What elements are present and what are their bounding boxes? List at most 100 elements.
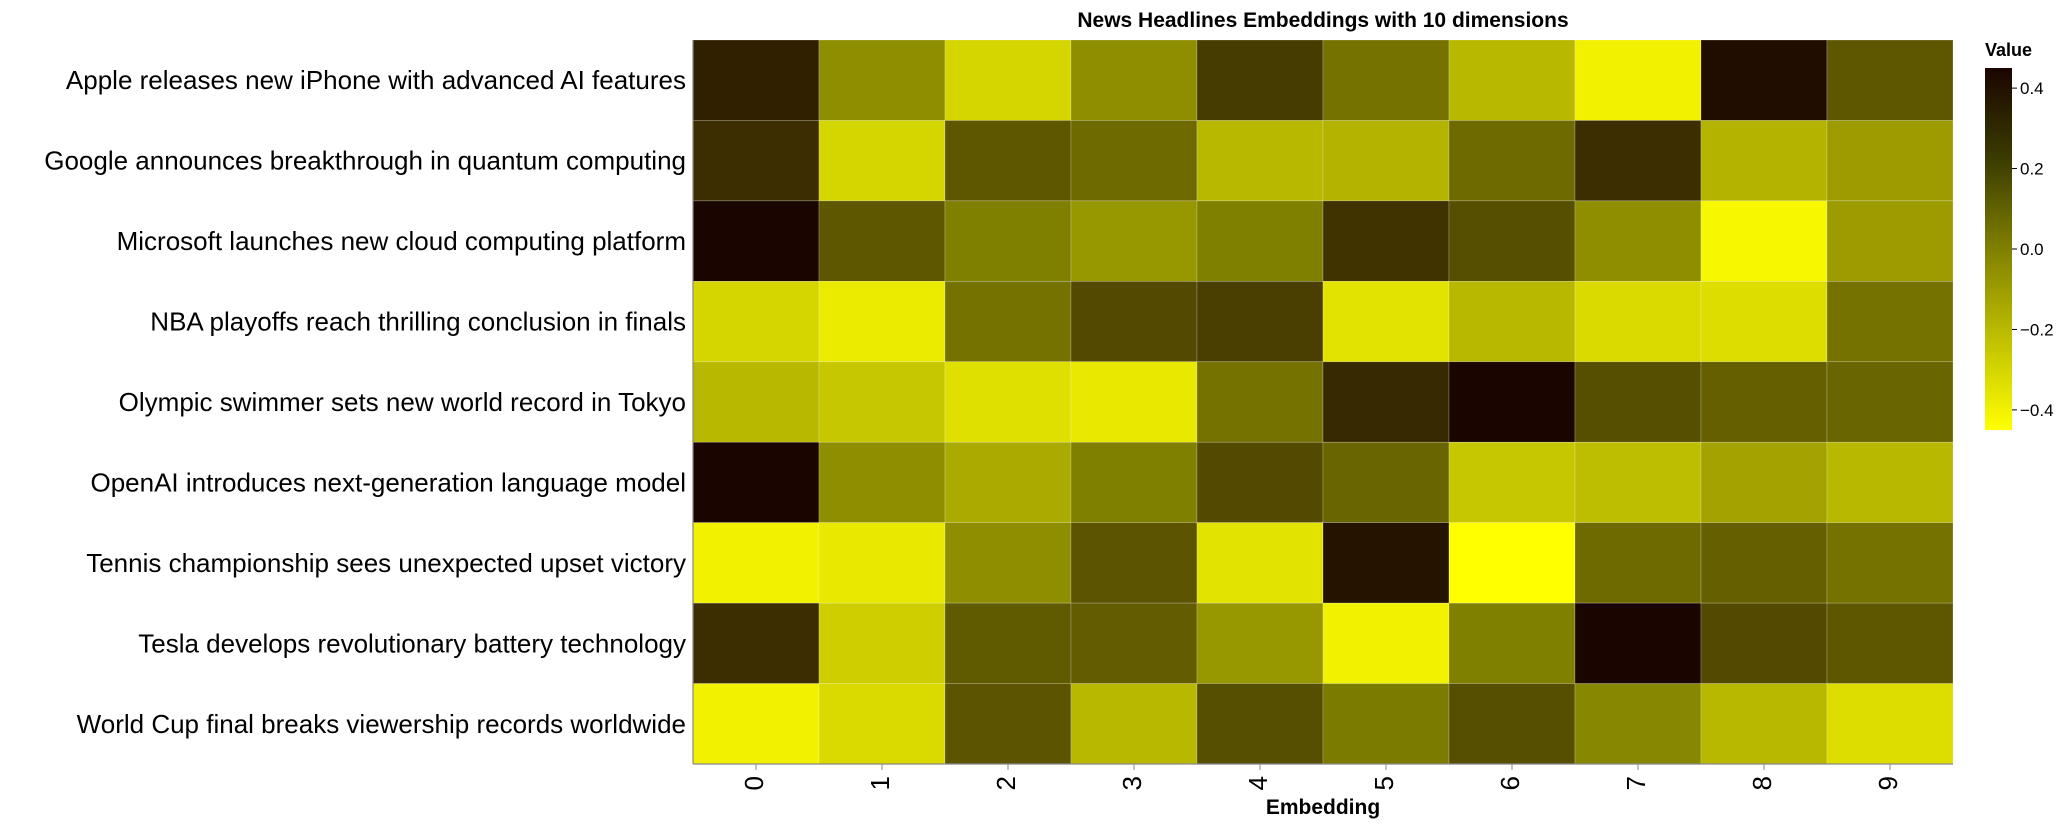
legend-tick-label: 0.2 [2020,160,2044,179]
heatmap-cell-r2-c6 [1448,200,1576,282]
heatmap-cell-r2-c3 [1070,200,1198,282]
heatmap-cell-r0-c3 [1070,39,1198,121]
heatmap-cell-r0-c9 [1826,39,1954,121]
heatmap-cell-r6-c1 [818,522,946,604]
heatmap-cell-r3-c8 [1700,281,1828,363]
heatmap-cell-r5-c7 [1574,441,1702,523]
heatmap-cells [692,39,1954,765]
heatmap-cell-r5-c6 [1448,441,1576,523]
heatmap-cell-r3-c1 [818,281,946,363]
heatmap-cell-r2-c2 [944,200,1072,282]
heatmap-cell-r6-c9 [1826,522,1954,604]
heatmap-cell-r2-c5 [1322,200,1450,282]
heatmap-cell-r7-c8 [1700,602,1828,684]
heatmap-cell-r0-c0 [692,39,820,121]
heatmap-cell-r7-c4 [1196,602,1324,684]
y-tick-label: Apple releases new iPhone with advanced … [66,65,686,95]
x-tick-label: 8 [1747,776,1777,790]
heatmap-cell-r1-c1 [818,120,946,202]
heatmap-cell-r7-c1 [818,602,946,684]
heatmap-cell-r3-c3 [1070,281,1198,363]
heatmap-cell-r5-c4 [1196,441,1324,523]
heatmap-cell-r7-c6 [1448,602,1576,684]
y-tick-label: Tennis championship sees unexpected upse… [86,548,686,578]
legend-tick-label: 0.0 [2020,240,2044,259]
heatmap-cell-r0-c2 [944,39,1072,121]
heatmap-cell-r5-c5 [1322,441,1450,523]
chart-title: News Headlines Embeddings with 10 dimens… [1077,9,1568,32]
x-tick-label: 1 [865,776,895,790]
heatmap-cell-r5-c1 [818,441,946,523]
heatmap-cell-r8-c1 [818,683,946,765]
x-tick-label: 7 [1621,776,1651,790]
y-axis-labels: Apple releases new iPhone with advanced … [44,65,686,739]
heatmap-cell-r5-c8 [1700,441,1828,523]
heatmap-cell-r2-c0 [692,200,820,282]
heatmap-cell-r0-c5 [1322,39,1450,121]
heatmap-cell-r7-c9 [1826,602,1954,684]
x-tick-label: 0 [739,776,769,790]
x-tick-label: 6 [1495,776,1525,790]
heatmap-cell-r8-c3 [1070,683,1198,765]
heatmap-cell-r5-c3 [1070,441,1198,523]
heatmap-cell-r8-c5 [1322,683,1450,765]
heatmap-cell-r8-c9 [1826,683,1954,765]
legend-tick-label: −0.4 [2020,401,2054,420]
heatmap-cell-r4-c8 [1700,361,1828,443]
heatmap-cell-r2-c9 [1826,200,1954,282]
heatmap-cell-r7-c5 [1322,602,1450,684]
heatmap-cell-r7-c0 [692,602,820,684]
color-legend: Value 0.4 0.2 0.0 −0.2 −0.4 [1985,40,2054,430]
x-tick-label: 3 [1117,776,1147,790]
heatmap-cell-r4-c7 [1574,361,1702,443]
heatmap-cell-r4-c3 [1070,361,1198,443]
heatmap-cell-r1-c7 [1574,120,1702,202]
heatmap-cell-r5-c9 [1826,441,1954,523]
heatmap-cell-r6-c3 [1070,522,1198,604]
heatmap-cell-r7-c7 [1574,602,1702,684]
heatmap-cell-r5-c2 [944,441,1072,523]
x-tick-label: 2 [991,776,1021,790]
heatmap-cell-r3-c0 [692,281,820,363]
heatmap-cell-r1-c6 [1448,120,1576,202]
heatmap-cell-r4-c0 [692,361,820,443]
heatmap-cell-r6-c0 [692,522,820,604]
legend-ticks: 0.4 0.2 0.0 −0.2 −0.4 [2012,79,2054,420]
legend-colorbar [1985,68,2012,430]
heatmap-cell-r6-c4 [1196,522,1324,604]
x-axis-labels: 0 1 2 3 4 5 6 7 8 9 [739,764,1903,790]
y-tick-label: World Cup final breaks viewership record… [77,709,686,739]
heatmap-cell-r8-c0 [692,683,820,765]
y-tick-label: Microsoft launches new cloud computing p… [117,226,686,256]
heatmap-cell-r8-c2 [944,683,1072,765]
heatmap-cell-r4-c5 [1322,361,1450,443]
heatmap-cell-r1-c2 [944,120,1072,202]
heatmap-cell-r0-c4 [1196,39,1324,121]
heatmap-cell-r4-c2 [944,361,1072,443]
heatmap-cell-r0-c8 [1700,39,1828,121]
heatmap-cell-r1-c9 [1826,120,1954,202]
heatmap-cell-r2-c4 [1196,200,1324,282]
heatmap-cell-r7-c2 [944,602,1072,684]
heatmap-cell-r7-c3 [1070,602,1198,684]
legend-tick-label: 0.4 [2020,79,2044,98]
heatmap-cell-r6-c5 [1322,522,1450,604]
heatmap-cell-r6-c6 [1448,522,1576,604]
y-tick-label: Google announces breakthrough in quantum… [44,146,686,176]
heatmap-cell-r1-c3 [1070,120,1198,202]
heatmap-cell-r6-c2 [944,522,1072,604]
heatmap-cell-r0-c1 [818,39,946,121]
heatmap-cell-r6-c7 [1574,522,1702,604]
heatmap-cell-r3-c4 [1196,281,1324,363]
heatmap-cell-r4-c6 [1448,361,1576,443]
heatmap-cell-r3-c7 [1574,281,1702,363]
legend-title: Value [1985,40,2032,60]
x-tick-label: 4 [1243,776,1273,790]
legend-tick-label: −0.2 [2020,320,2054,339]
heatmap-cell-r0-c6 [1448,39,1576,121]
y-tick-label: OpenAI introduces next-generation langua… [90,467,686,497]
heatmap-cell-r8-c8 [1700,683,1828,765]
x-tick-label: 9 [1873,776,1903,790]
y-tick-label: Tesla develops revolutionary battery tec… [138,628,686,658]
